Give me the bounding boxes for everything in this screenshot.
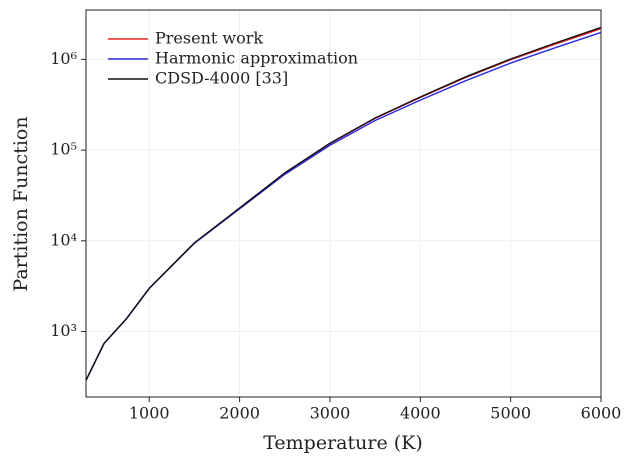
y-tick-label: 10⁶ (50, 49, 77, 68)
x-tick-label: 6000 (581, 404, 622, 423)
y-tick-label: 10³ (50, 321, 77, 340)
legend-label: CDSD-4000 [33] (155, 69, 288, 88)
x-tick-label: 5000 (490, 404, 531, 423)
legend-label: Present work (155, 29, 263, 48)
plot-frame (85, 9, 602, 398)
x-tick-label: 3000 (310, 404, 351, 423)
x-axis-label: Temperature (K) (263, 432, 423, 454)
legend-label: Harmonic approximation (155, 49, 358, 68)
x-tick-label: 2000 (219, 404, 260, 423)
x-tick-label: 4000 (400, 404, 441, 423)
y-tick-label: 10⁴ (50, 230, 77, 249)
x-tick-label: 1000 (129, 404, 170, 423)
y-axis-label: Partition Function (10, 116, 32, 291)
y-tick-label: 10⁵ (50, 140, 77, 159)
series-line (85, 26, 602, 381)
